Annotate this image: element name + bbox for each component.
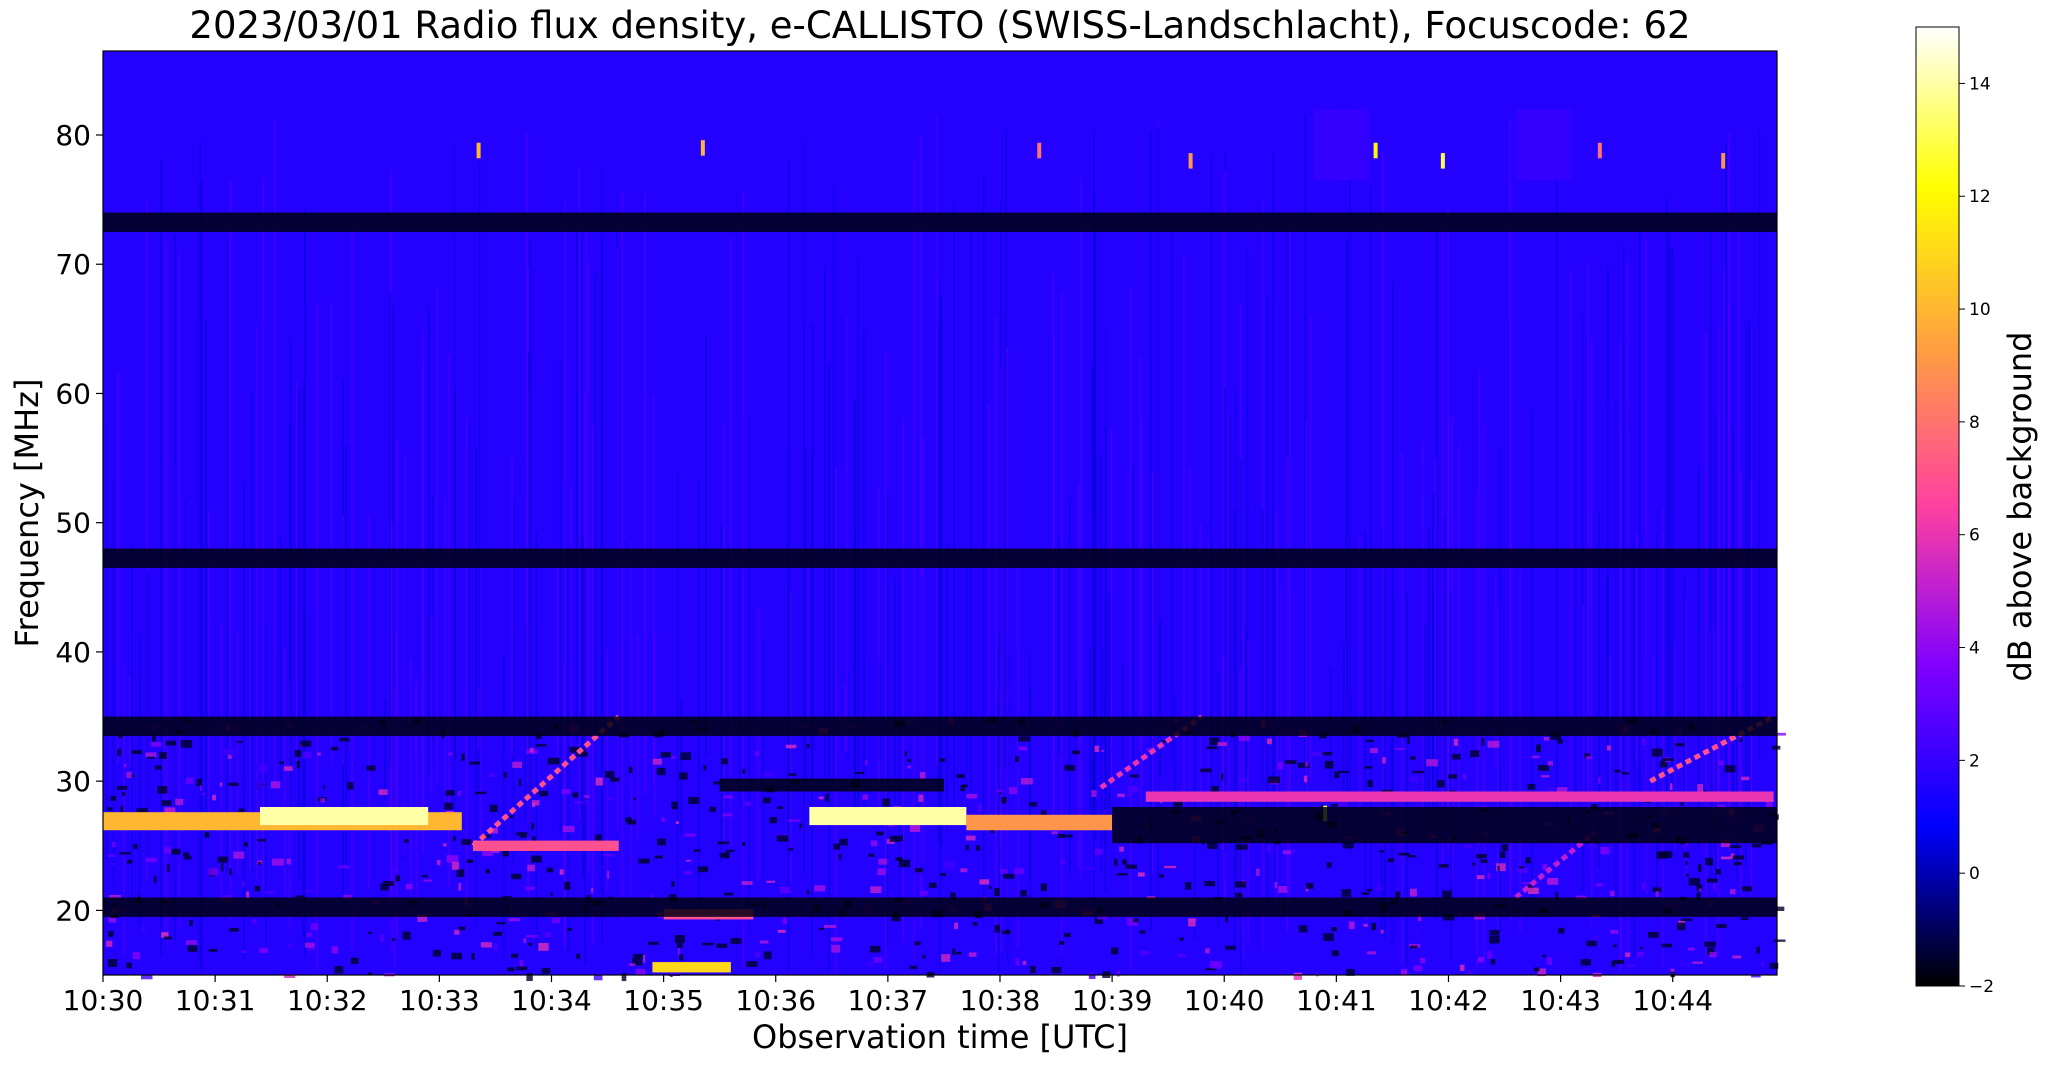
feature-moderate-band-5 [473, 840, 619, 851]
y-tick-label: 70 [55, 248, 91, 281]
colorbar-tick-label: 4 [1969, 639, 1980, 659]
feature-drift-8 [471, 714, 621, 848]
feature-box-22 [1515, 109, 1572, 181]
x-tick-label: 10:40 [1184, 984, 1265, 1017]
feature-strong-band-4 [652, 962, 731, 973]
spectrogram-texture [106, 114, 1786, 982]
y-tick-label: 30 [55, 765, 91, 798]
feature-spike-12 [476, 142, 481, 159]
colorbar-tick-label: 14 [1969, 74, 1991, 94]
feature-strong-band-3 [966, 814, 1113, 831]
feature-dark-band-28 [103, 897, 1777, 917]
feature-moderate-band-6 [1145, 791, 1774, 802]
colorbar-tick-label: 6 [1969, 526, 1980, 546]
colorbar-label: dB above background [2001, 332, 2039, 682]
y-tick-label: 40 [55, 636, 91, 669]
feature-spike-14 [1037, 142, 1042, 159]
x-tick-label: 10:43 [1520, 984, 1601, 1017]
y-axis-label: Frequency [MHz] [8, 379, 46, 648]
y-tick-label: 60 [55, 377, 91, 410]
x-tick-label: 10:44 [1632, 984, 1713, 1017]
feature-spike-13 [700, 140, 705, 156]
colorbar-tick-label: 12 [1969, 187, 1991, 207]
y-tick-label: 80 [55, 119, 91, 152]
feature-spike-17 [1440, 153, 1445, 169]
feature-strong-band-2 [809, 807, 967, 826]
feature-spike-15 [1188, 153, 1193, 169]
colorbar-tick-label: −2 [1969, 977, 1994, 997]
x-tick-label: 10:38 [960, 984, 1041, 1017]
feature-drift-11 [1514, 830, 1596, 900]
feature-spike-19 [1721, 153, 1726, 169]
feature-spike-16 [1373, 142, 1378, 159]
x-tick-label: 10:36 [735, 984, 816, 1017]
x-tick-label: 10:39 [1072, 984, 1153, 1017]
x-tick-label: 10:31 [175, 984, 256, 1017]
x-tick-label: 10:33 [399, 984, 480, 1017]
feature-dark-band-23 [103, 212, 1777, 232]
x-tick-label: 10:42 [1408, 984, 1489, 1017]
colorbar-tick-label: 8 [1969, 413, 1980, 433]
feature-box-21 [1313, 109, 1370, 181]
x-tick-label: 10:41 [1296, 984, 1377, 1017]
colorbar-tick-label: 0 [1969, 864, 1980, 884]
colorbar-tick-label: 2 [1969, 751, 1980, 771]
colorbar-tick-label: 10 [1969, 300, 1991, 320]
colorbar [1915, 26, 1960, 987]
x-tick-label: 10:32 [287, 984, 368, 1017]
x-tick-label: 10:34 [511, 984, 592, 1017]
x-tick-label: 10:30 [63, 984, 144, 1017]
chart-title: 2023/03/01 Radio flux density, e-CALLIST… [189, 4, 1691, 47]
x-axis-label: Observation time [UTC] [752, 1018, 1128, 1056]
feature-dark-band-25 [103, 716, 1777, 736]
plot-frame [102, 50, 1778, 976]
feature-dark-band-27 [719, 778, 944, 792]
feature-dark-band-24 [103, 548, 1777, 568]
x-tick-label: 10:37 [848, 984, 929, 1017]
feature-spike-18 [1597, 142, 1602, 159]
feature-dark-band-26 [1112, 807, 1777, 844]
feature-drift-10 [1649, 714, 1775, 784]
y-tick-label: 50 [55, 507, 91, 540]
feature-strong-band-1 [259, 807, 429, 826]
y-tick-label: 20 [55, 894, 91, 927]
x-tick-label: 10:35 [623, 984, 704, 1017]
